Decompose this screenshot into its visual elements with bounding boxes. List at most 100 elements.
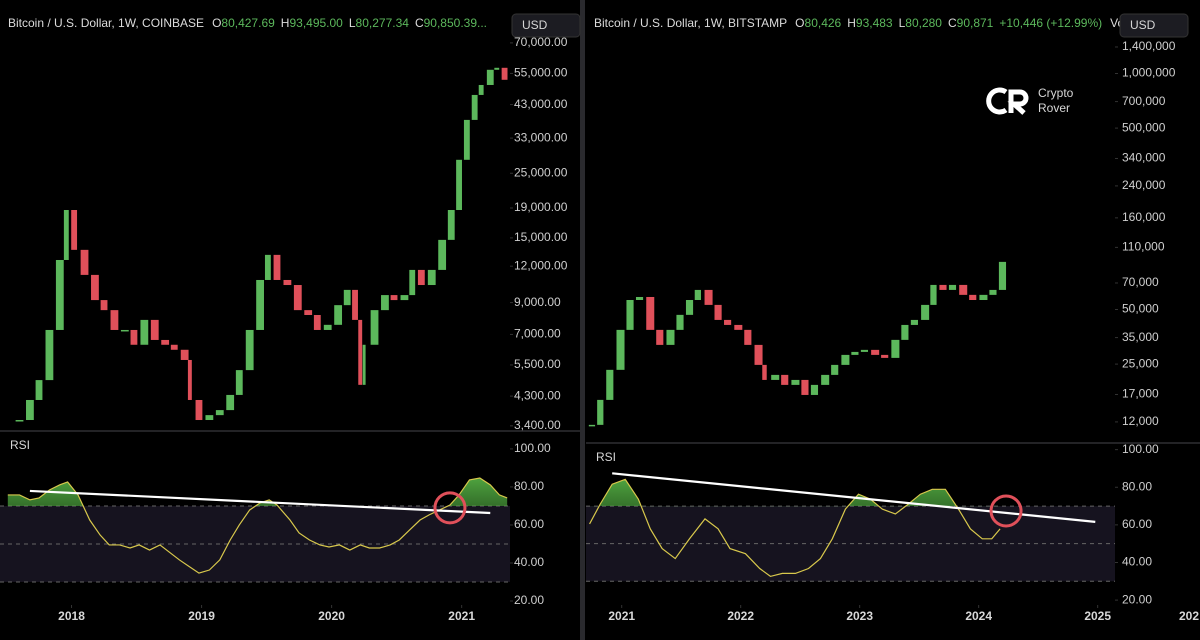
highlight-circle — [433, 491, 467, 525]
watermark-logo — [986, 87, 1029, 115]
candle — [704, 289, 713, 305]
y-tick-label: 70,000.00 — [514, 35, 568, 49]
candle — [901, 324, 909, 340]
watermark-text: Rover — [1038, 101, 1070, 115]
y-tick-label: 100.00 — [514, 441, 551, 455]
y-tick-label: 5,500.00 — [514, 357, 561, 371]
chart-title: Bitcoin / U.S. Dollar, 1W, COINBASE — [8, 16, 204, 30]
candle — [810, 384, 819, 395]
candle — [646, 296, 655, 330]
trendline — [29, 489, 491, 515]
y-tick-label: 40.00 — [514, 555, 544, 569]
logo-c — [986, 87, 1008, 115]
candle — [362, 344, 366, 385]
y-tick-label: 17,000 — [1122, 387, 1159, 401]
candle — [685, 300, 694, 315]
ohlc-label: O — [795, 16, 804, 30]
y-tick-label: 19,000.00 — [514, 200, 568, 214]
candle — [501, 67, 508, 80]
candle — [409, 269, 416, 296]
y-tick-label: 160,000 — [1122, 210, 1166, 224]
candle — [205, 415, 214, 421]
y-tick-label: 70,000 — [1122, 275, 1159, 289]
y-tick-label: 80.00 — [514, 479, 544, 493]
candle — [471, 94, 478, 120]
candle — [264, 254, 271, 280]
ohlc-value: 90,850.39... — [424, 16, 487, 30]
candle — [754, 344, 763, 365]
candle — [881, 354, 889, 358]
candle — [226, 394, 235, 411]
y-tick-label: 240,000 — [1122, 178, 1166, 192]
candle — [666, 329, 675, 345]
candle — [939, 284, 947, 290]
candle — [831, 364, 839, 375]
y-tick-label: 3,400.00 — [514, 418, 561, 432]
currency-button — [511, 13, 581, 38]
ohlc-value: 90,871 — [957, 16, 994, 30]
candle — [80, 249, 89, 275]
candle — [293, 285, 302, 311]
candle — [161, 339, 170, 345]
candle — [283, 279, 292, 286]
candle — [891, 339, 900, 358]
candle — [343, 289, 351, 306]
candle — [150, 319, 159, 340]
x-tick-label: 2018 — [58, 609, 85, 623]
candle — [989, 289, 997, 295]
candle — [494, 67, 500, 70]
chart-header: Bitcoin / U.S. Dollar, 1W, COINBASE O80,4… — [8, 16, 487, 30]
logo-r — [1007, 89, 1029, 115]
y-tick-label: 9,000.00 — [514, 295, 561, 309]
candle — [656, 329, 664, 345]
y-tick-label: 500,000 — [1122, 120, 1166, 134]
y-tick-label: 340,000 — [1122, 151, 1166, 165]
candles — [588, 261, 1007, 427]
y-tick-label: 15,000.00 — [514, 230, 568, 244]
candle — [195, 399, 203, 421]
candle — [821, 374, 830, 385]
trendline — [612, 472, 1096, 523]
candle — [370, 310, 379, 345]
candle — [694, 289, 701, 301]
ohlc-value: 80,280 — [905, 16, 942, 30]
y-tick-label: 1,000,000 — [1122, 66, 1176, 80]
candle — [921, 304, 930, 320]
candle — [91, 274, 99, 301]
ohlc-label: C — [948, 16, 957, 30]
y-tick-label: 55,000.00 — [514, 66, 568, 80]
candle — [427, 269, 436, 286]
candle — [744, 329, 752, 345]
y-tick-label: 25,000.00 — [514, 165, 568, 179]
candle — [762, 364, 767, 380]
candle — [273, 254, 281, 280]
rsi-title: RSI — [596, 450, 616, 464]
candle — [187, 359, 192, 400]
x-tick-label: 2023 — [846, 609, 873, 623]
candle — [734, 324, 743, 330]
candle — [676, 314, 684, 330]
candle — [724, 319, 732, 325]
y-tick-label: 60.00 — [1122, 517, 1152, 531]
candle — [948, 284, 957, 290]
candle — [130, 329, 138, 345]
candle — [871, 349, 880, 355]
candle — [45, 329, 54, 381]
ohlc-label: C — [415, 16, 424, 30]
candle — [998, 261, 1007, 290]
candle — [120, 329, 129, 332]
candle — [71, 210, 78, 250]
currency-label: USD — [1130, 18, 1156, 32]
candle — [597, 399, 604, 425]
candle — [334, 305, 343, 325]
candle — [63, 210, 69, 260]
ohlc-label: L — [899, 16, 906, 30]
candle — [447, 210, 455, 240]
candle — [180, 349, 189, 360]
candle — [463, 119, 470, 160]
candle — [256, 279, 264, 330]
candle — [140, 319, 149, 345]
candle — [781, 374, 789, 385]
candle — [304, 310, 313, 315]
candle — [588, 424, 596, 427]
